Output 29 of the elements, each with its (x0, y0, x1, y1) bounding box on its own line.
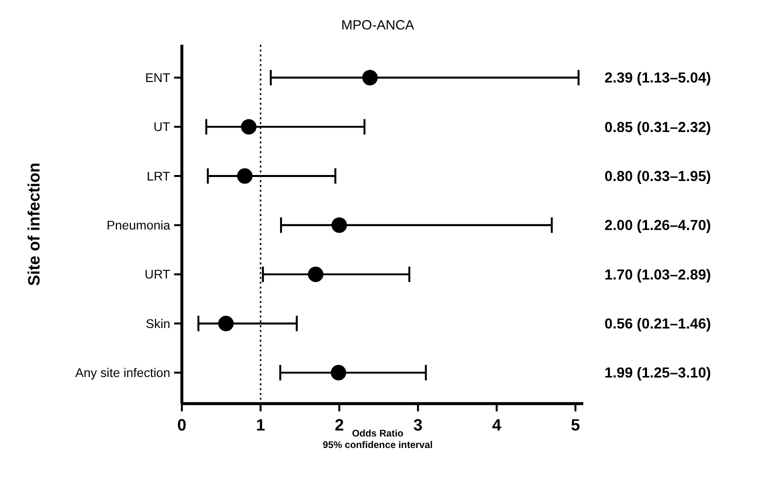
point (218, 316, 234, 332)
point (308, 266, 324, 282)
y-tick-label: Any site infection (75, 366, 170, 380)
point (332, 217, 348, 233)
x-tick-label: 1 (256, 416, 266, 435)
y-axis-title: Site of infection (26, 162, 44, 286)
data-label: 1.99 (1.25–3.10) (604, 366, 712, 382)
x-tick-label: 3 (413, 416, 423, 435)
data-label: 0.80 (0.33–1.95) (604, 169, 712, 186)
data-label: 0.85 (0.31–2.32) (604, 120, 712, 136)
data-label: 2.00 (1.26–4.70) (604, 218, 712, 234)
y-tick-label: Pneumonia (106, 218, 170, 233)
data-label: 1.70 (1.03–2.89) (604, 267, 712, 284)
y-tick-label: UT (153, 120, 171, 134)
x-tick-label: 2 (334, 416, 344, 435)
data-label: 2.39 (1.13–5.04) (604, 70, 712, 87)
data-label: 0.56 (0.21–1.46) (604, 316, 712, 333)
y-tick-label: URT (144, 268, 171, 282)
point (330, 364, 346, 380)
x-tick-label: 0 (177, 416, 186, 435)
point (362, 70, 378, 86)
x-tick-label: 5 (570, 416, 580, 435)
y-tick-label: Skin (146, 316, 170, 331)
y-tick-label: LRT (146, 169, 171, 184)
x-tick-label: 4 (492, 416, 502, 435)
y-tick-label: ENT (145, 71, 171, 86)
chart-title: MPO-ANCA (341, 17, 414, 32)
point (237, 168, 253, 184)
point (241, 119, 256, 135)
